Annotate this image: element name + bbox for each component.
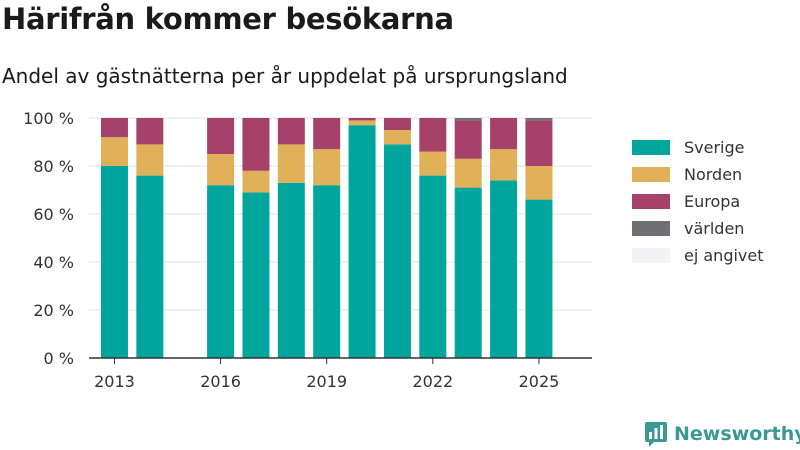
x-tick-label: 2013 [94,372,135,391]
bar-segment-europa [277,118,305,145]
bar-segment-norden [525,166,553,200]
y-tick-label: 100 % [23,109,74,128]
bar-segment-europa [348,118,376,121]
bar-segment-norden [136,144,164,176]
bar-segment-norden [242,170,270,193]
bar-segment-sverige [207,185,235,358]
y-tick-label: 20 % [33,301,74,320]
bar-segment-sverige [419,175,447,358]
bar-segment-sverige [383,144,411,358]
axes: 0 % 20 % 40 % 60 % 80 % 100 % 2013 2016 2019 2022… [23,109,592,391]
legend-swatch [632,194,670,209]
legend: Sverige Norden Europa världen ej angivet [632,134,764,269]
chart-subtitle: Andel av gästnätterna per år uppdelat på… [2,64,568,88]
brand-logo: Newsworthy [644,420,800,448]
bar-segment-sverige [525,199,553,358]
legend-label: Norden [684,165,743,184]
bar-segment-europa [136,118,164,145]
bar-segment-europa [100,118,128,138]
bars [100,118,553,358]
bar-segment-världen [454,118,482,121]
bar-segment-europa [525,120,553,166]
bar-segment-norden [207,154,235,186]
legend-swatch [632,248,670,263]
y-tick-label: 0 % [44,349,74,368]
legend-label: Sverige [684,138,745,157]
legend-swatch [632,167,670,182]
bar-segment-sverige [348,125,376,358]
bar-segment-norden [313,149,341,186]
brand-name: Newsworthy [674,423,800,445]
bar-segment-sverige [100,166,128,358]
bar-segment-norden [100,137,128,166]
bar-segment-europa [383,118,411,130]
bar-segment-norden [490,149,518,181]
bar-segment-europa [313,118,341,150]
legend-item: Norden [632,161,764,188]
bar-segment-sverige [277,182,305,358]
chart-title: Härifrån kommer besökarna [2,2,454,36]
x-tick-label: 2016 [200,372,241,391]
bar-segment-sverige [454,187,482,358]
legend-label: världen [684,219,745,238]
bar-segment-europa [490,118,518,150]
bar-segment-europa [207,118,235,154]
y-tick-label: 60 % [33,205,74,224]
x-tick-label: 2019 [306,372,347,391]
legend-label: ej angivet [684,246,764,265]
bar-segment-norden [348,120,376,126]
legend-swatch [632,221,670,236]
bar-segment-sverige [490,180,518,358]
bar-segment-europa [242,118,270,171]
bar-segment-världen [525,118,553,121]
bar-segment-norden [454,158,482,188]
bar-segment-europa [419,118,447,152]
y-tick-label: 80 % [33,157,74,176]
x-tick-label: 2025 [519,372,560,391]
legend-item: ej angivet [632,242,764,269]
bar-segment-sverige [313,185,341,358]
bar-segment-norden [383,130,411,145]
legend-item: Sverige [632,134,764,161]
legend-item: världen [632,215,764,242]
bar-segment-sverige [136,175,164,358]
bar-segment-sverige [242,192,270,358]
x-tick-label: 2022 [412,372,453,391]
bar-segment-europa [454,120,482,159]
legend-swatch [632,140,670,155]
bar-segment-norden [419,151,447,176]
bar-segment-norden [277,144,305,183]
newsworthy-logo-icon [645,422,667,447]
legend-label: Europa [684,192,741,211]
legend-item: Europa [632,188,764,215]
y-tick-label: 40 % [33,253,74,272]
